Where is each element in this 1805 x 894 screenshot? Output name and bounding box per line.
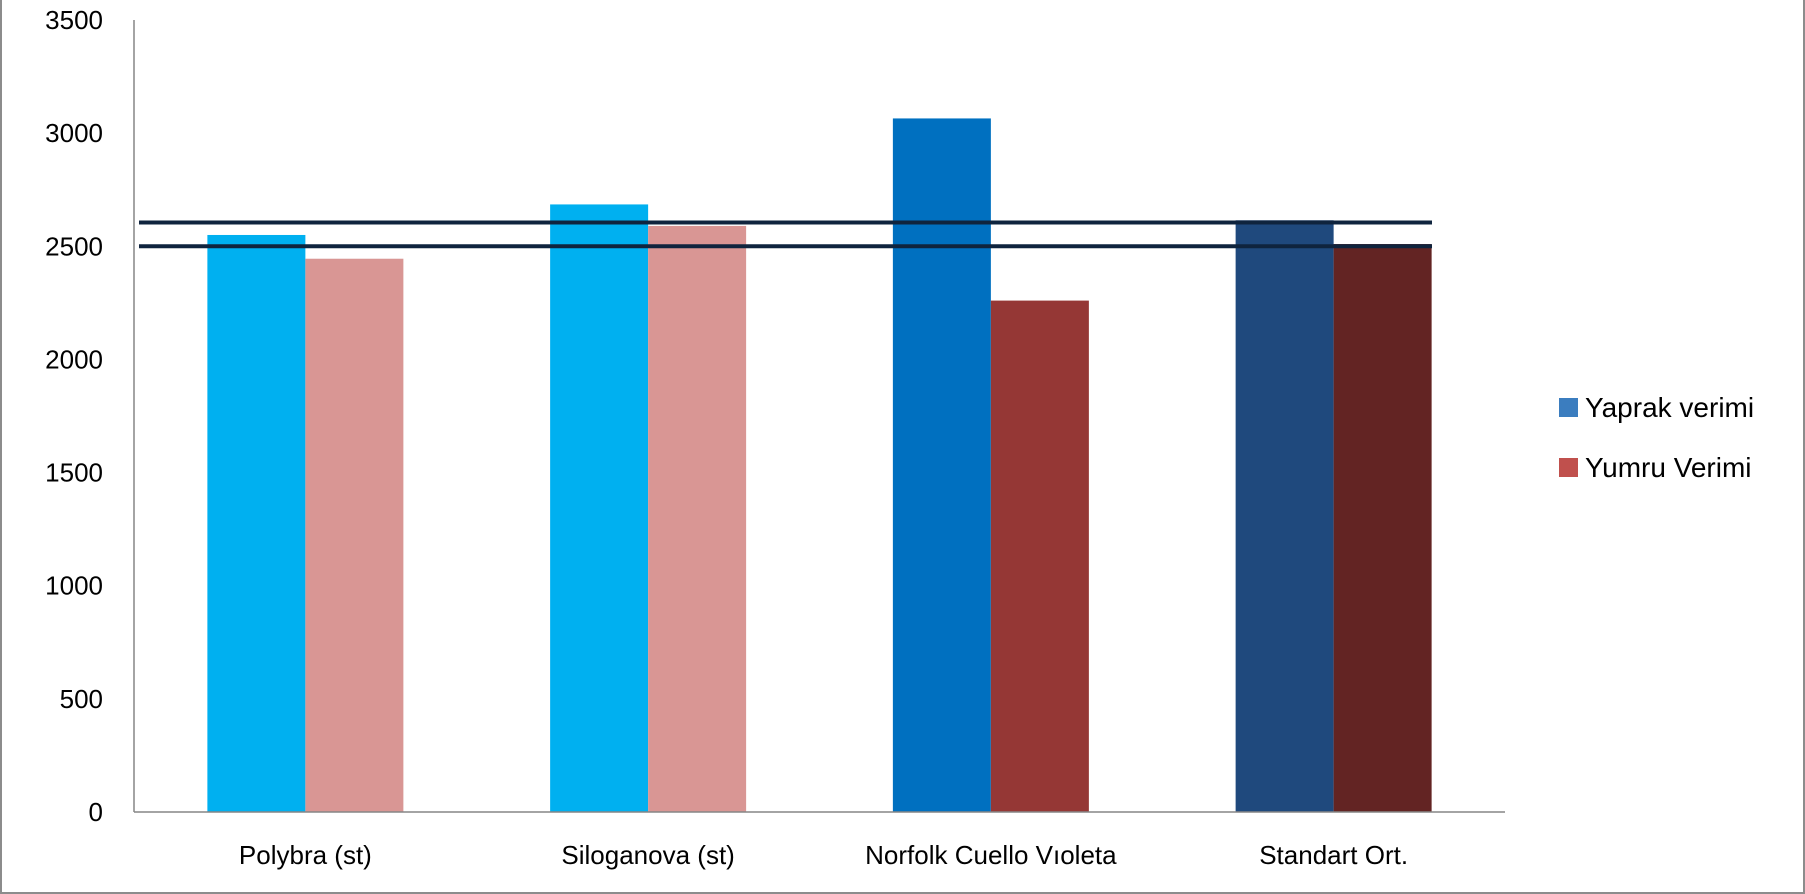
- x-tick-label: Standart Ort.: [1259, 840, 1408, 870]
- x-tick-label: Polybra (st): [239, 840, 372, 870]
- x-tick-label: Norfolk Cuello Vıoleta: [865, 840, 1117, 870]
- legend-label: Yumru Verimi: [1585, 452, 1752, 483]
- y-tick-label: 500: [60, 684, 103, 714]
- bar-yumru-1: [305, 258, 404, 812]
- bar-yaprak-2: [550, 204, 649, 812]
- x-tick-label: Siloganova (st): [561, 840, 734, 870]
- legend-swatch: [1559, 398, 1578, 417]
- legend: Yaprak verimi Yumru Verimi: [1559, 392, 1754, 483]
- y-tick-label: 3500: [45, 5, 103, 35]
- y-tick-labels: 0 500 1000 1500 2000 2500 3000 3500: [45, 5, 103, 827]
- legend-swatch: [1559, 458, 1578, 477]
- bar-yaprak-4: [1235, 220, 1334, 812]
- y-tick-label: 2000: [45, 344, 103, 374]
- y-tick-label: 0: [89, 797, 103, 827]
- axes: [133, 20, 1505, 813]
- y-tick-label: 2500: [45, 231, 103, 261]
- bar-yaprak-3: [892, 118, 991, 813]
- y-tick-label: 3000: [45, 118, 103, 148]
- bar-group: [207, 118, 1432, 813]
- x-tick-labels: Polybra (st) Siloganova (st) Norfolk Cuell…: [239, 840, 1408, 870]
- y-tick-label: 1500: [45, 458, 103, 488]
- legend-label: Yaprak verimi: [1585, 392, 1754, 423]
- bar-yumru-4: [1333, 244, 1432, 813]
- bar-yumru-3: [990, 300, 1089, 812]
- y-tick-label: 1000: [45, 571, 103, 601]
- reference-lines: [139, 220, 1432, 249]
- bar-yaprak-1: [207, 234, 306, 812]
- bar-yumru-2: [648, 225, 747, 813]
